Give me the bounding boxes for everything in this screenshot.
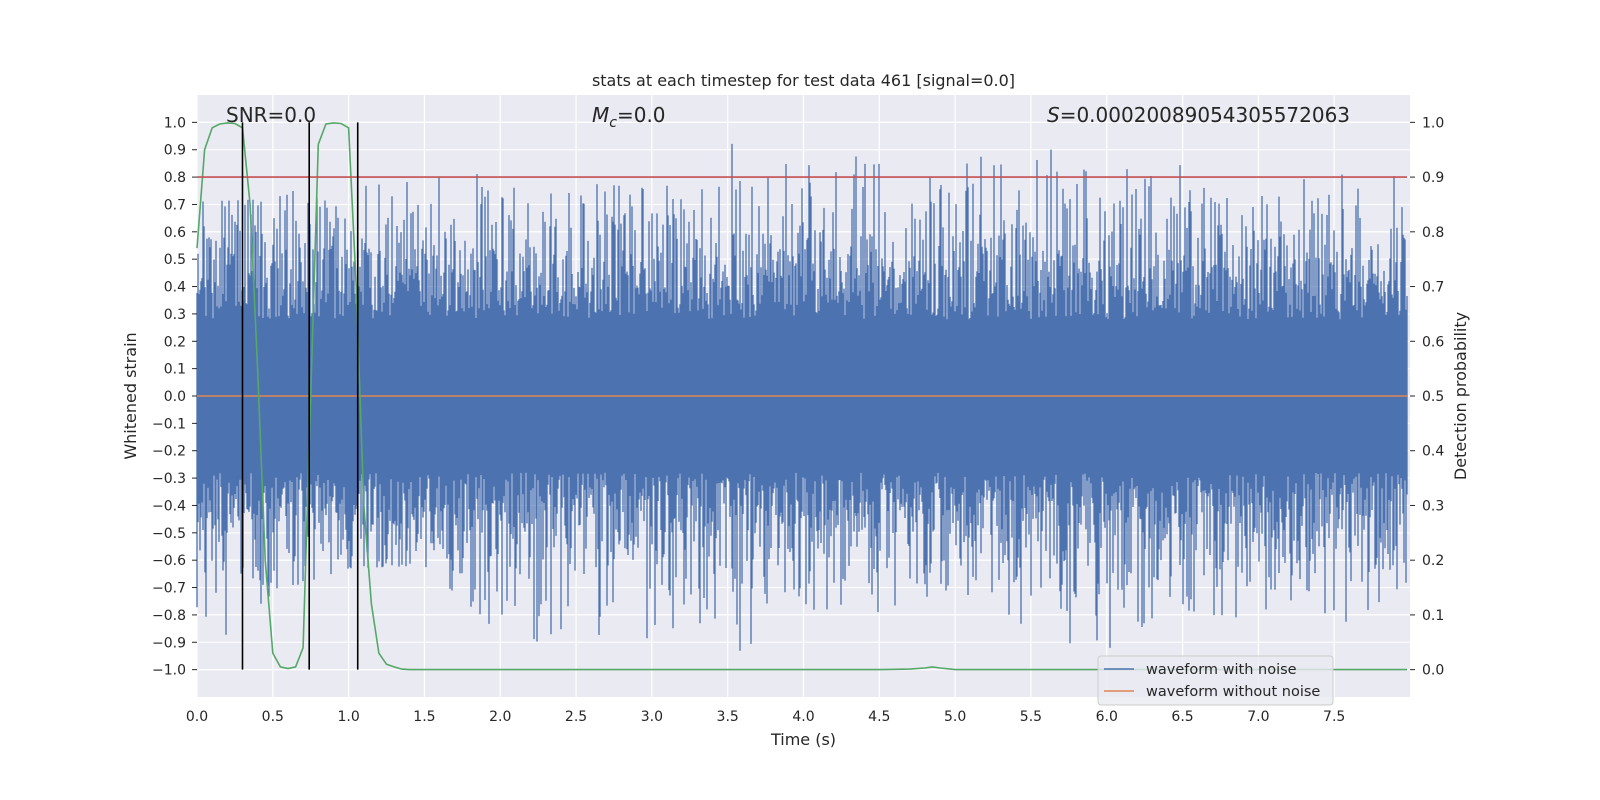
legend-box	[1097, 655, 1334, 706]
y-tick-label: 0.6	[164, 225, 186, 241]
x-tick-label: 6.0	[1096, 709, 1118, 725]
annotation-chirp-mass: Mc=0.0	[592, 103, 666, 131]
y-tick-label: 0.4	[164, 280, 186, 296]
x-axis-ticks: 0.0 0.5 1.0 1.5 2.0 2.5 3.0 3.5 4.0 4.5 5.0 5.5 6.0 6…	[186, 709, 1345, 725]
y2-tick-label: 0.7	[1422, 280, 1444, 296]
x-tick-label: 7.5	[1323, 709, 1345, 725]
y2-axis-label: Detection probability	[1451, 312, 1470, 480]
y2-tick-label: 0.5	[1422, 389, 1444, 405]
x-tick-label: 0.5	[262, 709, 284, 725]
y-tick-label: −0.8	[152, 608, 186, 624]
y2-tick-label: 0.8	[1422, 225, 1444, 241]
y2-tick-label: 0.4	[1422, 444, 1444, 460]
y-tick-label: 0.2	[164, 334, 186, 350]
vertical-markers	[241, 122, 359, 670]
y2-tick-label: 0.2	[1422, 553, 1444, 569]
y2-tick-label: 0.6	[1422, 334, 1444, 350]
legend-label-clean: waveform without noise	[1146, 684, 1320, 700]
y-tick-label: −0.4	[152, 498, 186, 514]
y-tick-label: 0.8	[164, 170, 186, 186]
y2-tick-label: 0.3	[1422, 498, 1444, 514]
y-tick-label: −0.2	[152, 444, 186, 460]
x-tick-label: 5.0	[944, 709, 966, 725]
x-tick-label: 7.0	[1247, 709, 1269, 725]
legend-label-noisy: waveform with noise	[1146, 662, 1297, 678]
x-tick-label: 4.5	[868, 709, 890, 725]
y-tick-label: −0.5	[152, 526, 186, 542]
y-tick-label: −0.1	[152, 416, 186, 432]
y-tick-label: −1.0	[152, 663, 186, 679]
y-tick-label: −0.9	[152, 635, 186, 651]
y2-axis-ticks: 1.0 0.9 0.8 0.7 0.6 0.5 0.4 0.3 0.2 0.1 0.0	[1410, 115, 1444, 679]
x-tick-label: 6.5	[1171, 709, 1193, 725]
y-tick-label: 0.5	[164, 252, 186, 268]
y2-tick-label: 0.0	[1422, 663, 1444, 679]
x-tick-label: 1.5	[413, 709, 435, 725]
x-tick-label: 3.0	[641, 709, 663, 725]
x-tick-label: 1.0	[337, 709, 359, 725]
y-tick-label: −0.6	[152, 553, 186, 569]
y-tick-label: 1.0	[164, 115, 186, 131]
y-axis-label: Whitened strain	[121, 332, 140, 459]
x-axis-label: Time (s)	[770, 730, 836, 749]
y-tick-label: 0.3	[164, 307, 186, 323]
x-tick-label: 5.5	[1020, 709, 1042, 725]
y2-tick-label: 0.9	[1422, 170, 1444, 186]
y-tick-label: 0.0	[164, 389, 186, 405]
y2-tick-label: 0.1	[1422, 608, 1444, 624]
annotation-statistic: S=0.00020089054305572063	[1047, 103, 1350, 127]
x-tick-label: 3.5	[717, 709, 739, 725]
y-tick-label: 0.1	[164, 362, 186, 378]
y-axis-ticks: 1.0 0.9 0.8 0.7 0.6 0.5 0.4 0.3 0.2 0.1 0.0 −0.1 −0.…	[152, 115, 197, 679]
y-tick-label: −0.7	[152, 581, 186, 597]
y-tick-label: 0.9	[164, 143, 186, 159]
y-tick-label: 0.7	[164, 197, 186, 213]
x-tick-label: 2.5	[565, 709, 587, 725]
y2-tick-label: 1.0	[1422, 115, 1444, 131]
x-tick-label: 4.0	[792, 709, 814, 725]
chart-title: stats at each timestep for test data 461…	[592, 71, 1015, 90]
annotation-snr: SNR=0.0	[226, 103, 316, 127]
legend: waveform with noise waveform without noi…	[1097, 655, 1334, 706]
y-tick-label: −0.3	[152, 471, 186, 487]
x-tick-label: 2.0	[489, 709, 511, 725]
x-tick-label: 0.0	[186, 709, 208, 725]
